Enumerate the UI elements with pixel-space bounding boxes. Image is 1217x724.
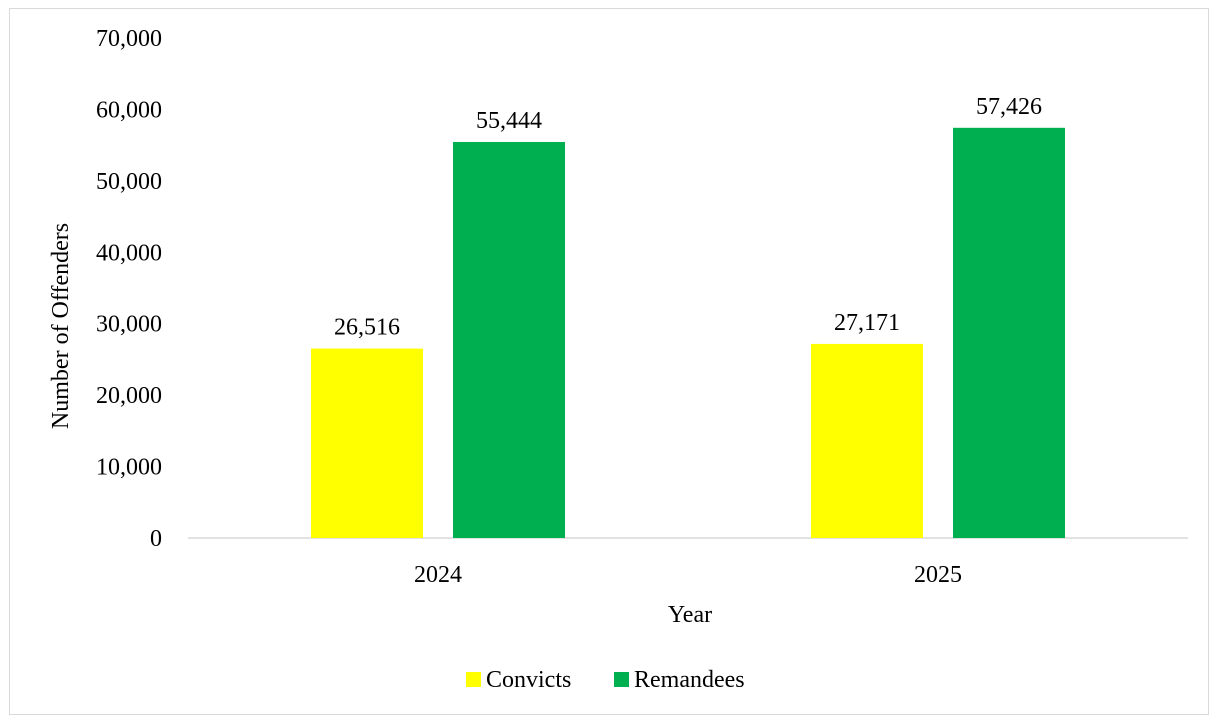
data-label: 55,444	[476, 108, 542, 134]
legend-swatch	[614, 672, 629, 687]
data-label: 57,426	[976, 94, 1042, 120]
y-tick-label: 70,000	[96, 26, 162, 52]
legend: Convicts Remandees	[466, 667, 745, 693]
y-tick-label: 40,000	[96, 240, 162, 266]
legend-label: Convicts	[486, 667, 571, 693]
bar-remandees-2024	[453, 141, 565, 538]
legend-label: Remandees	[634, 667, 745, 693]
y-axis-title: Number of Offenders	[48, 223, 74, 429]
legend-swatch	[466, 672, 481, 687]
y-tick-label: 50,000	[96, 169, 162, 195]
data-label: 26,516	[334, 315, 400, 341]
x-axis-ticks: 2024 2025	[414, 562, 962, 588]
y-tick-label: 10,000	[96, 455, 162, 481]
data-label: 27,171	[834, 310, 900, 336]
bars	[311, 127, 1065, 539]
x-axis-title: Year	[668, 602, 712, 628]
y-tick-label: 60,000	[96, 97, 162, 123]
x-tick-label: 2024	[414, 562, 462, 588]
data-labels: 26,516 55,444 27,171 57,426	[334, 94, 1042, 341]
y-axis-ticks: 0 10,000 20,000 30,000 40,000 50,000 60,000 70,…	[96, 26, 162, 552]
y-tick-label: 30,000	[96, 312, 162, 338]
y-tick-label: 0	[150, 526, 162, 552]
bar-remandees-2025	[953, 127, 1065, 539]
bar-convicts-2024	[311, 348, 423, 538]
y-tick-label: 20,000	[96, 383, 162, 409]
bar-convicts-2025	[811, 343, 923, 538]
x-tick-label: 2025	[914, 562, 962, 588]
